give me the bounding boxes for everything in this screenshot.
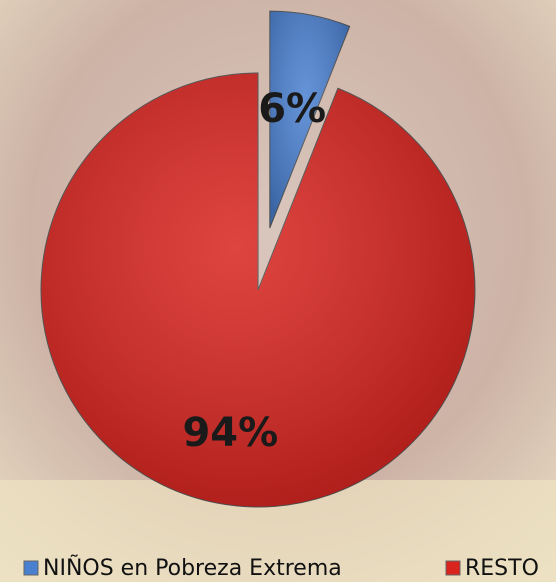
legend-label: RESTO	[465, 556, 539, 581]
legend-swatch	[445, 560, 461, 576]
slice-shade	[40, 73, 476, 507]
legend-swatch	[23, 560, 39, 576]
data-label: 6%	[258, 86, 326, 132]
legend-label: NIÑOS en Pobreza Extrema	[43, 554, 342, 581]
data-label: 94%	[182, 410, 278, 456]
slice-shade	[269, 11, 350, 229]
